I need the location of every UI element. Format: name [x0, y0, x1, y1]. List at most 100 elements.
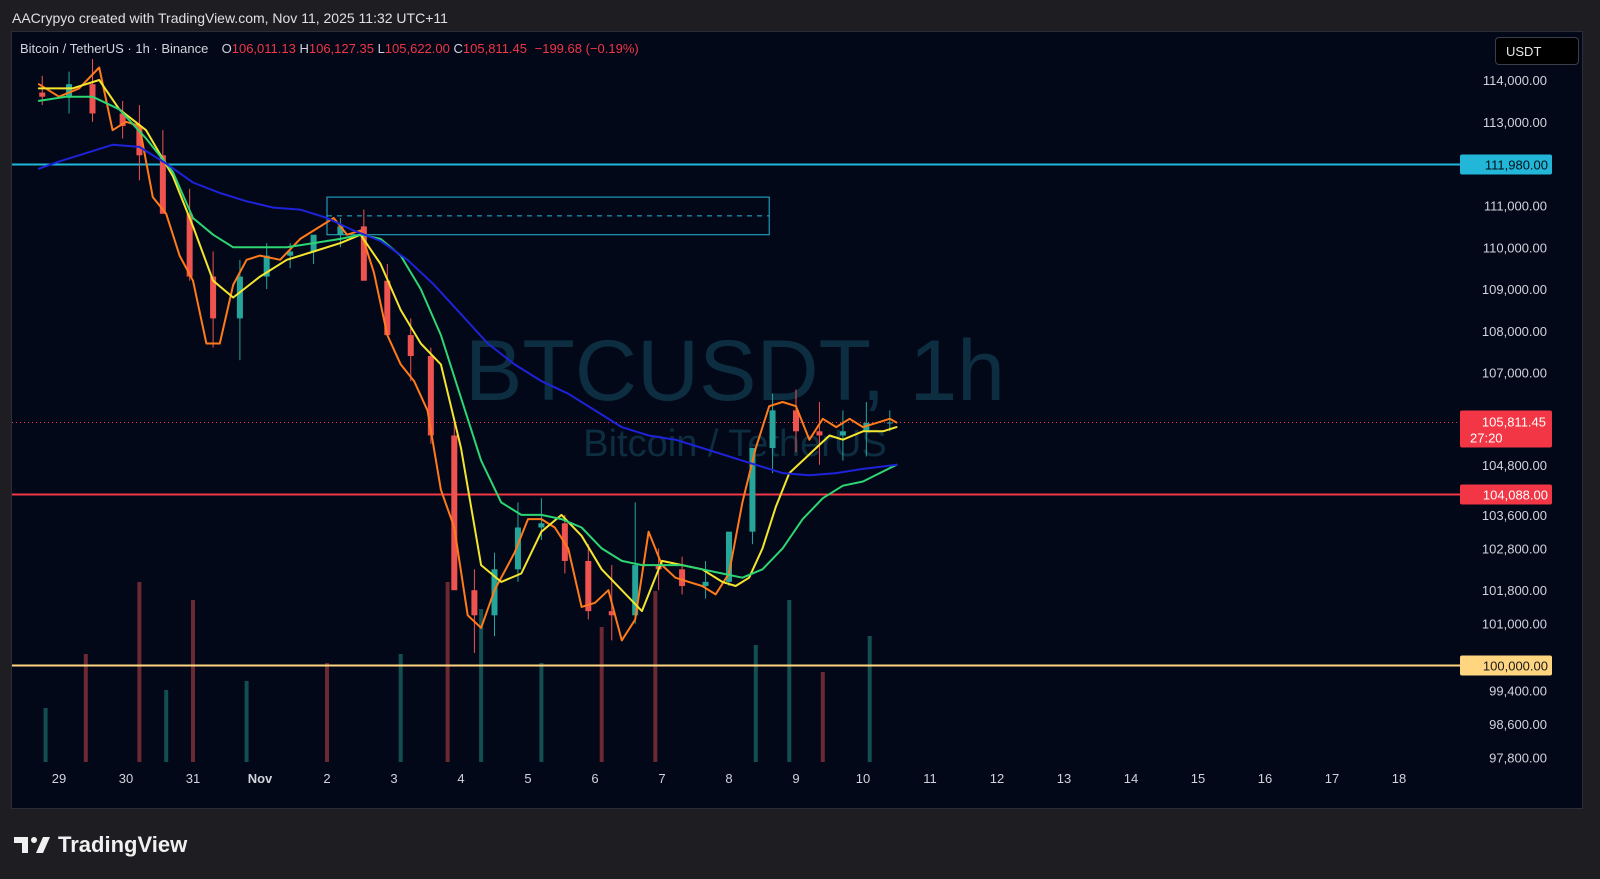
volume-bar [820, 672, 825, 762]
watermark-symbol: BTCUSDT, 1h [465, 323, 1005, 419]
candle-body [726, 531, 732, 582]
current-price-text: 105,811.45 [1482, 414, 1546, 429]
series-line-ema_fast [37, 79, 898, 613]
level-price-tag [1460, 655, 1552, 676]
legend-close-label: C [453, 41, 463, 56]
candle-body [89, 84, 96, 114]
moving-averages [37, 66, 898, 642]
x-tick-label: 30 [119, 771, 133, 786]
y-tick-label: 101,800.00 [1482, 583, 1547, 598]
candle-body [337, 226, 344, 235]
y-tick-label: 110,000.00 [1483, 240, 1547, 255]
level-price-text: 100,000.00 [1483, 658, 1548, 673]
volume-bar [244, 681, 249, 762]
price-labels: 111,980.00 104,088.00 100,000.00 105,811.45… [1460, 154, 1552, 676]
candle-countdown-text: 27:20 [1470, 430, 1503, 445]
x-tick-label: 6 [591, 771, 598, 786]
y-tick-label: 108,000.00 [1482, 324, 1547, 339]
candle-body [514, 527, 521, 570]
y-tick-label: 98,600.00 [1489, 717, 1547, 732]
candle-body [863, 422, 870, 432]
candle-body [886, 422, 893, 424]
series-line-ema_slow [37, 143, 898, 477]
legend-close-value: 105,811.45 [462, 41, 527, 56]
x-tick-label: 16 [1258, 771, 1272, 786]
x-tick-label: 12 [990, 771, 1004, 786]
y-tick-label: 113,000.00 [1483, 115, 1547, 130]
level-price-tag [1460, 154, 1552, 175]
y-tick-label: 104,800.00 [1482, 458, 1547, 473]
time-axis[interactable]: 29 30 31 Nov 2 3 4 5 6 7 8 9 10 11 12 13 14 15 16 17 18 [52, 771, 1406, 786]
volume-bar [653, 591, 658, 762]
x-tick-label: 13 [1057, 771, 1071, 786]
volume-bar [445, 582, 450, 762]
x-tick-label: 18 [1392, 771, 1406, 786]
volume-bar [479, 609, 484, 762]
candle-body [632, 565, 639, 616]
level-price-tag [1460, 484, 1552, 505]
horizontal-levels[interactable] [12, 163, 1460, 667]
current-price-tag [1460, 410, 1552, 448]
legend-symbol: Bitcoin / TetherUS · 1h · Binance [20, 41, 209, 56]
candle-body [769, 410, 776, 449]
tradingview-logo-icon [14, 837, 50, 853]
series-line-price [37, 66, 898, 642]
x-tick-label: 29 [52, 771, 66, 786]
x-tick-label: 2 [323, 771, 330, 786]
candle-body [702, 581, 709, 587]
volume-bar [164, 690, 169, 762]
y-tick-label: 97,800.00 [1489, 751, 1547, 766]
candle-body [839, 431, 846, 436]
candle-body [749, 448, 756, 532]
x-tick-label: 31 [186, 771, 200, 786]
volume-bar [787, 600, 792, 762]
y-tick-label: 109,000.00 [1482, 282, 1547, 297]
y-tick-label: 99,400.00 [1489, 684, 1547, 699]
volume-bar [398, 654, 403, 762]
chart-watermark: BTCUSDT, 1h Bitcoin / TetherUS [465, 323, 1005, 465]
y-tick-label: 103,600.00 [1482, 508, 1547, 523]
candle-body [585, 560, 592, 612]
footer-brand[interactable]: TradingView [14, 832, 187, 858]
candle-body [816, 431, 823, 436]
volume-bar [137, 582, 142, 762]
candle-body [210, 276, 217, 319]
legend-low-label: L [377, 41, 385, 56]
currency-selector-button[interactable]: USDT [1495, 37, 1579, 65]
x-tick-label: 3 [390, 771, 397, 786]
candle-body [39, 92, 46, 97]
level-price-text: 111,980.00 [1485, 157, 1548, 172]
y-tick-label: 114,000.00 [1483, 73, 1547, 88]
candle-body [407, 335, 414, 357]
x-tick-label: 14 [1124, 771, 1138, 786]
series-line-ema_mid [37, 95, 898, 579]
level-price-text: 104,088.00 [1483, 488, 1548, 503]
y-tick-label: 107,000.00 [1482, 366, 1547, 381]
volume-bars [43, 582, 872, 762]
chart-attribution: AACrypyo created with TradingView.com, N… [12, 10, 448, 26]
legend-high-value: 106,127.35 [308, 41, 374, 56]
volume-bar [867, 636, 872, 762]
candle-body [471, 590, 478, 616]
legend-change: −199.68 (−0.19%) [534, 41, 639, 56]
candle-body [538, 523, 545, 528]
legend-open-label: O [221, 41, 232, 56]
legend-open-value: 106,011.13 [231, 41, 296, 56]
candle-body [451, 435, 458, 591]
supply-zone[interactable] [326, 196, 770, 236]
currency-label: USDT [1506, 43, 1542, 59]
volume-bar [43, 708, 48, 762]
candle-body [360, 226, 367, 281]
x-tick-label: 10 [856, 771, 870, 786]
footer-brand-text: TradingView [58, 832, 188, 857]
candle-body [608, 611, 615, 616]
x-tick-label: 8 [725, 771, 732, 786]
x-tick-label: 15 [1191, 771, 1205, 786]
y-tick-label: 102,800.00 [1482, 541, 1547, 556]
price-axis[interactable]: 114,000.00 113,000.00 111,000.00 110,000.00… [1482, 73, 1547, 766]
candle-body [263, 255, 270, 277]
x-tick-label: 7 [658, 771, 665, 786]
volume-bar [599, 627, 604, 762]
candle-body [159, 155, 166, 214]
